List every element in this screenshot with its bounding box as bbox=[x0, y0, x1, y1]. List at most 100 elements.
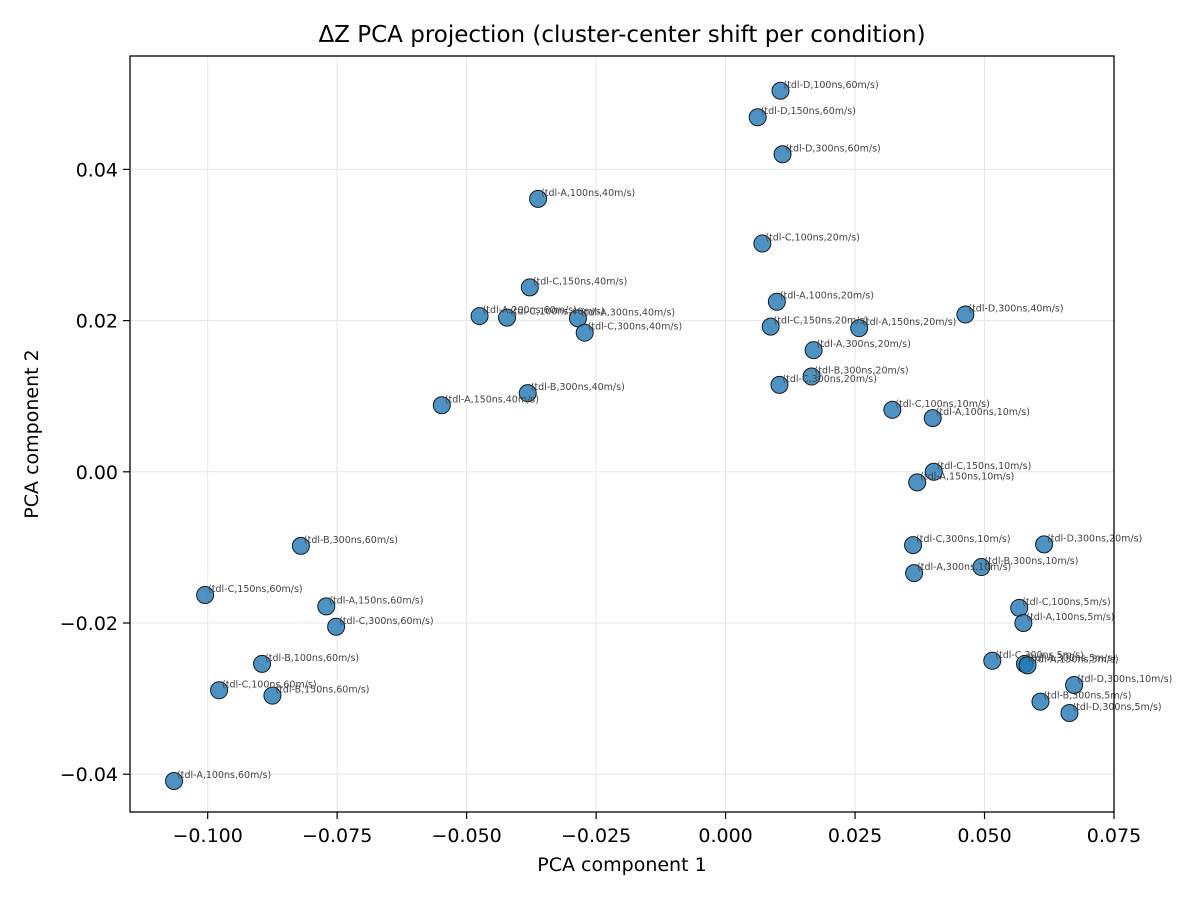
point-label: (tdl-C,150ns,10m/s) bbox=[937, 461, 1032, 472]
y-axis-label: PCA component 2 bbox=[21, 349, 43, 518]
point-label: (tdl-D,150ns,60m/s) bbox=[761, 106, 856, 117]
data-point bbox=[520, 278, 539, 297]
data-point bbox=[253, 654, 272, 673]
data-point bbox=[904, 536, 923, 555]
point-label: (tdl-A,200ns,60m/s) bbox=[483, 305, 577, 316]
data-point bbox=[770, 375, 789, 394]
data-point bbox=[291, 536, 310, 555]
data-point bbox=[972, 558, 991, 577]
point-label: (tdl-A,100ns,20m/s) bbox=[780, 291, 874, 302]
data-point bbox=[327, 617, 346, 636]
y-tick-label: 0.04 bbox=[76, 159, 118, 181]
x-tick-label: −0.075 bbox=[302, 825, 372, 847]
data-points bbox=[165, 81, 1084, 791]
data-point bbox=[210, 681, 229, 700]
point-label: (tdl-B,100ns,60m/s) bbox=[265, 653, 359, 664]
data-point bbox=[753, 234, 772, 253]
point-label: (tdl-C,300ns,5m/s) bbox=[995, 650, 1083, 661]
point-label: (tdl-C,100ns,60m/s) bbox=[222, 679, 317, 690]
point-labels: (tdl-D,100ns,60m/s) (tdl-D,150ns,60m/s) (t… bbox=[177, 80, 1172, 781]
data-point bbox=[470, 307, 489, 326]
y-tick-label: −0.02 bbox=[60, 613, 118, 635]
point-label: (tdl-C,300ns,60m/s) bbox=[339, 616, 434, 627]
grid bbox=[130, 56, 1115, 812]
data-point bbox=[983, 651, 1002, 670]
x-tick-label: 0.025 bbox=[828, 825, 882, 847]
y-tick-label: 0.00 bbox=[76, 462, 118, 484]
data-point bbox=[196, 586, 215, 605]
data-point bbox=[956, 305, 975, 324]
point-label: (tdl-B,150ns,60m/s) bbox=[275, 685, 369, 696]
data-point bbox=[518, 384, 537, 403]
plot-frame bbox=[129, 55, 1115, 813]
point-label: (tdl-A,150ns,60m/s) bbox=[329, 595, 423, 606]
point-label: (tdl-A,100ns,5m/s) bbox=[1026, 612, 1114, 623]
point-label: (tdl-B,300ns,10m/s) bbox=[984, 556, 1078, 567]
point-label: (tdl-A,100ns,60m/s) bbox=[177, 770, 271, 781]
point-label: (tdl-D,300ns,5m/s) bbox=[1072, 702, 1161, 713]
data-point bbox=[575, 323, 594, 342]
point-label: (tdl-D,300ns,60m/s) bbox=[786, 143, 881, 154]
y-tick-label: −0.04 bbox=[60, 764, 118, 786]
point-label: (tdl-A,100ns,40m/s) bbox=[541, 188, 635, 199]
data-point bbox=[263, 686, 282, 705]
x-tick-label: −0.025 bbox=[561, 825, 631, 847]
point-label: (tdl-C,150ns,20m/s) bbox=[774, 316, 869, 327]
data-point bbox=[529, 189, 548, 208]
data-point bbox=[883, 400, 902, 419]
x-tick-label: −0.050 bbox=[431, 825, 501, 847]
point-label: (tdl-C,300ns,10m/s) bbox=[916, 534, 1011, 545]
point-label: (tdl-A,300ns,20m/s) bbox=[817, 339, 911, 350]
point-label: (tdl-A,150ns,20m/s) bbox=[862, 317, 956, 328]
y-tick-label: 0.02 bbox=[76, 311, 118, 333]
x-tick-label: 0.075 bbox=[1087, 825, 1141, 847]
point-label: (tdl-C,150ns,40m/s) bbox=[533, 276, 628, 287]
chart-title: ΔZ PCA projection (cluster-center shift … bbox=[318, 22, 925, 48]
data-point bbox=[802, 367, 821, 386]
data-point bbox=[498, 308, 517, 327]
data-point bbox=[771, 81, 790, 100]
data-point bbox=[850, 319, 869, 338]
data-point bbox=[773, 145, 792, 164]
data-point bbox=[748, 108, 767, 127]
data-point bbox=[761, 317, 780, 336]
data-point bbox=[432, 396, 451, 415]
data-point bbox=[908, 473, 927, 492]
point-label: (tdl-A,300ns,10m/s) bbox=[917, 562, 1011, 573]
x-tick-label: 0.050 bbox=[957, 825, 1011, 847]
point-label: (tdl-B,300ns,5m/s) bbox=[1043, 691, 1131, 702]
data-point bbox=[1035, 535, 1054, 554]
data-point bbox=[804, 341, 823, 360]
x-axis-label: PCA component 1 bbox=[537, 854, 706, 876]
point-label: (tdl-D,100ns,60m/s) bbox=[783, 80, 878, 91]
point-label: (tdl-B,300ns,60m/s) bbox=[304, 535, 398, 546]
point-label: (tdl-C,100ns,10m/s) bbox=[895, 399, 990, 410]
point-label: (tdl-D,300ns,40m/s) bbox=[968, 304, 1063, 315]
point-label: (tdl-B,300ns,20m/s) bbox=[815, 366, 909, 377]
point-label: (tdl-B,300ns,40m/s) bbox=[531, 382, 625, 393]
data-point bbox=[1065, 675, 1084, 694]
data-point bbox=[1031, 692, 1050, 711]
point-label: (tdl-A,150ns,10m/s) bbox=[920, 471, 1014, 482]
point-label: (tdl-C,300ns,20m/s) bbox=[782, 374, 877, 385]
point-label: (tdl-D,300ns,10m/s) bbox=[1077, 674, 1172, 685]
point-label: (tdl-C,150ns,60m/s) bbox=[208, 584, 303, 595]
x-tick-label: 0.000 bbox=[698, 825, 752, 847]
data-point bbox=[924, 462, 943, 481]
point-label: (tdl-A,300ns,40m/s) bbox=[581, 307, 675, 318]
data-point bbox=[1060, 703, 1079, 722]
data-point bbox=[317, 597, 336, 616]
point-label: (tdl-C,100ns,5m/s) bbox=[1022, 597, 1110, 608]
point-label: (tdl-C,100ns,40m/s) bbox=[510, 307, 605, 318]
x-tick-label: −0.100 bbox=[173, 825, 243, 847]
data-point bbox=[767, 292, 786, 311]
axis-ticks: −0.100 −0.075 −0.050 −0.025 0.000 0.025 0.050 0… bbox=[60, 159, 1141, 847]
data-point bbox=[923, 409, 942, 428]
point-label: (tdl-C,100ns,20m/s) bbox=[765, 232, 860, 243]
data-point bbox=[1014, 614, 1033, 632]
point-label: (tdl-A,150ns,5m/s) bbox=[1031, 654, 1119, 665]
data-point bbox=[165, 772, 184, 791]
data-point bbox=[905, 564, 924, 583]
point-label: (tdl-A,300ns,5m/s) bbox=[1028, 653, 1116, 664]
